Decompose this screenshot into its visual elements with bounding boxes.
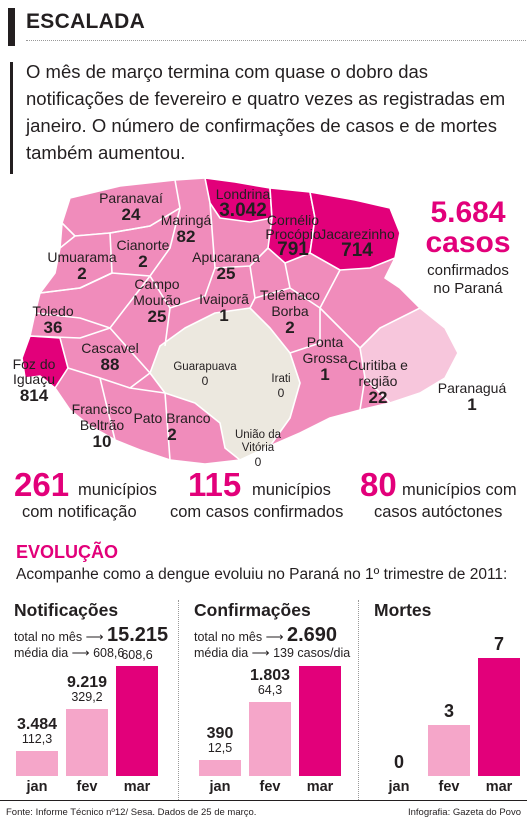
map-label-guarapuava: Guarapuava 0: [173, 361, 237, 388]
lead-accent-bar: [10, 62, 13, 174]
evolution-subtitle: Acompanhe como a dengue evoluiu no Paran…: [16, 566, 508, 583]
map-label-cascavel: Cascavel 88: [81, 340, 139, 374]
page-title: ESCALADA: [26, 10, 146, 33]
map-label-londrina: Londrina 3.042: [215, 186, 271, 221]
panel-separator-1: [178, 600, 179, 800]
stat-notificacao-text2: com notificação: [22, 503, 137, 521]
bar-confirmacoes-jan: [199, 760, 241, 776]
stat-autoctones-value: 80: [360, 466, 397, 503]
footer-divider: [0, 800, 527, 801]
map-label-pato-branco: Pato Branco 2: [133, 410, 211, 444]
bar-category-confirmacoes-jan: jan: [209, 779, 231, 795]
bar-label-confirmacoes-jan: 390 12,5: [206, 725, 234, 756]
stat-confirmados-value: 115: [188, 466, 242, 503]
total-confirmed-label-1: confirmados: [427, 262, 509, 279]
map-label-toledo: Toledo 36: [32, 303, 74, 337]
map-region-guarapuava: [149, 307, 301, 461]
map-label-uniao-vitoria: União da Vitória 0: [234, 429, 282, 469]
map-label-francisco-beltrao: Francisco Beltrão 10: [71, 401, 133, 451]
map-label-telemaco: Telêmaco Borba 2: [260, 287, 320, 337]
stat-notificacao: 261 municípios com notificação: [14, 468, 174, 522]
map-label-paranagua: Paranaguá 1: [437, 380, 507, 414]
stat-confirmados: 115 municípios com casos confirmados: [170, 466, 348, 522]
stat-notificacao-value: 261: [14, 466, 70, 503]
bar-category-confirmacoes-mar: mar: [306, 779, 334, 795]
stat-autoctones-text1: municípios com: [402, 481, 517, 499]
header-divider: [26, 40, 526, 41]
map-region-jacarezinho: [309, 191, 401, 271]
chart-mortes-title: Mortes: [374, 600, 432, 620]
map-label-apucarana: Apucarana 25: [192, 249, 260, 283]
stat-autoctones-text2: casos autóctones: [374, 503, 503, 521]
chart-confirmacoes-avg: média dia ⟶ 139 casos/dia: [194, 646, 351, 660]
chart-notificacoes-title: Notificações: [14, 600, 119, 620]
map-label-paranavai: Paranavaí 24: [99, 190, 163, 224]
bar-category-notificacoes-fev: fev: [76, 779, 98, 795]
header-accent-bar: [8, 8, 15, 46]
footer-credit: Infografia: Gazeta do Povo: [407, 807, 521, 818]
map-label-jacarezinho: Jacarezinho 714: [319, 226, 395, 261]
bar-label-confirmacoes-fev: 1.803 64,3: [249, 667, 291, 698]
map-region-curitiba: [359, 307, 459, 404]
bar-confirmacoes-fev: [249, 702, 291, 776]
map-label-cornelio: Cornélio Procópio 791: [265, 212, 321, 260]
bar-label-notificacoes-jan: 3.484 112,3: [16, 715, 58, 746]
map-label-umuarama: Umuarama 2: [47, 249, 117, 283]
total-confirmed-unit: casos: [425, 226, 511, 259]
bar-category-notificacoes-mar: mar: [123, 779, 151, 795]
map-region-londrina: [204, 178, 273, 223]
stat-confirmados-text1: municípios: [252, 481, 331, 499]
bar-confirmacoes-mar: [299, 666, 341, 776]
map-label-irati: Irati 0: [271, 373, 291, 400]
bar-label-mortes-jan: 0: [393, 752, 405, 772]
bar-mortes-mar: [478, 658, 520, 776]
bar-category-notificacoes-jan: jan: [26, 779, 48, 795]
lead-text: O mês de março termina com quase o dobro…: [26, 61, 506, 163]
panel-separator-2: [358, 600, 359, 800]
bar-notificacoes-mar: [116, 666, 158, 776]
total-confirmed-value: 5.684: [430, 196, 506, 229]
chart-notificacoes-avg: média dia ⟶ 608,6: [14, 646, 125, 660]
header: ESCALADA: [0, 0, 527, 48]
map-label-ponta-grossa: Ponta Grossa 1: [302, 334, 348, 384]
footer-source: Fonte: Informe Técnico nº12/ Sesa. Dados…: [6, 807, 257, 818]
bar-label-notificacoes-fev: 9.219 329,2: [66, 674, 108, 705]
stat-notificacao-text1: municípios: [78, 481, 157, 499]
stat-autoctones: 80 municípios com casos autóctones: [360, 468, 520, 522]
bar-notificacoes-jan: [16, 750, 58, 776]
bar-category-confirmacoes-fev: fev: [259, 779, 281, 795]
chart-confirmacoes-total: total no mês ⟶ 2.690: [194, 624, 338, 646]
bar-mortes-fev: [428, 725, 470, 776]
map-label-campo-mourao: Campo Mourão 25: [133, 276, 181, 326]
chart-notificacoes-total: total no mês ⟶ 15.215: [14, 624, 169, 646]
bar-label-notificacoes-mar: 608,6: [121, 648, 153, 662]
bar-category-mortes-jan: jan: [388, 779, 410, 795]
map-label-cianorte: Cianorte 2: [116, 237, 170, 271]
evolution-title: EVOLUÇÃO: [16, 542, 119, 562]
parana-map: [21, 178, 459, 465]
bar-category-mortes-fev: fev: [438, 779, 460, 795]
bar-category-mortes-mar: mar: [485, 779, 513, 795]
map-label-foz: Foz do Iguaçu 814: [12, 356, 56, 405]
bar-notificacoes-fev: [66, 709, 108, 776]
stat-confirmados-text2: com casos confirmados: [170, 503, 344, 521]
total-confirmed: 5.684 casos confirmados no Paraná: [422, 198, 514, 298]
chart-confirmacoes-title: Confirmações: [194, 600, 311, 620]
map-label-maringa: Maringá 82: [160, 212, 212, 246]
bar-label-mortes-fev: 3: [443, 701, 455, 722]
bar-label-mortes-mar: 7: [493, 634, 505, 654]
map-label-ivaipora: Ivaiporã 1: [199, 291, 249, 325]
map-label-curitiba: Curitiba e região 22: [348, 357, 408, 407]
total-confirmed-label-2: no Paraná: [433, 280, 503, 297]
